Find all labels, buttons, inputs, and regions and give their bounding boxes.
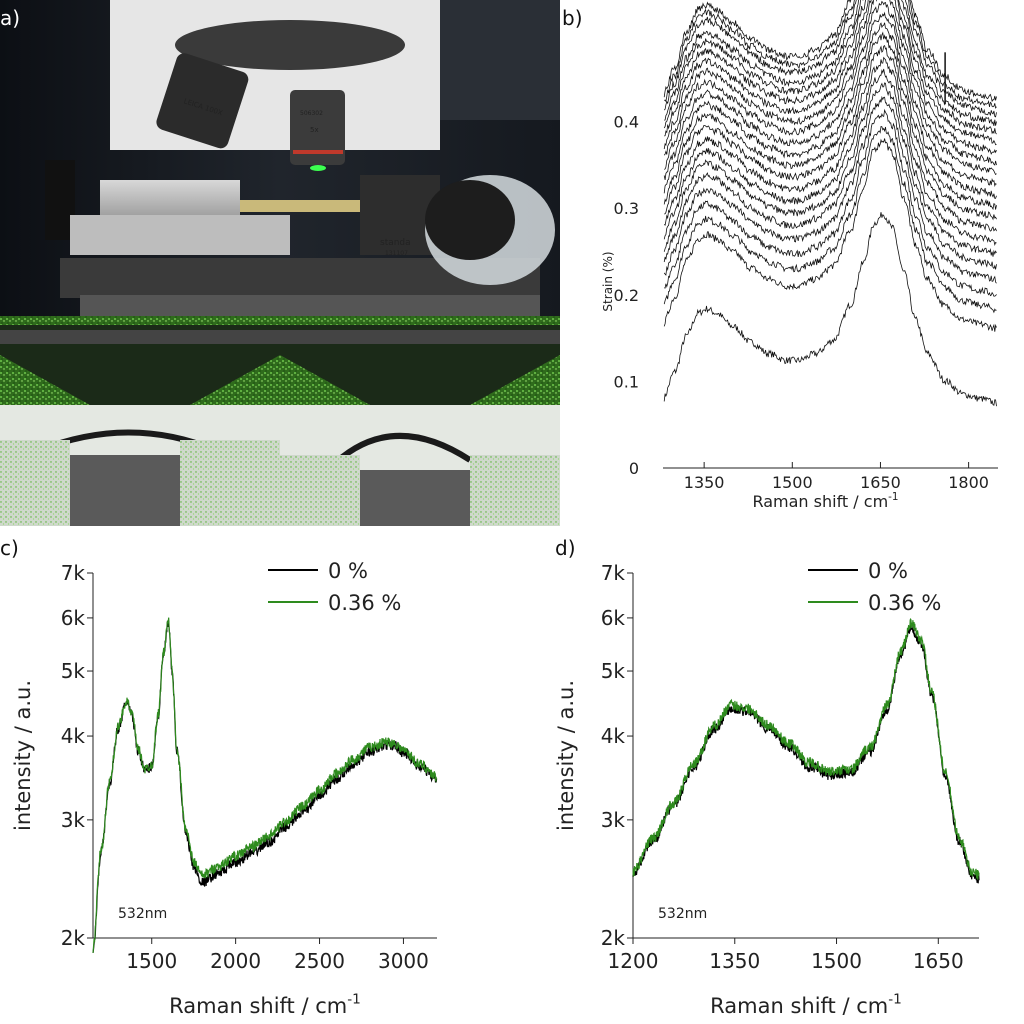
objective-5x-code-text: 506302 bbox=[300, 110, 323, 117]
spectrum-line bbox=[663, 56, 997, 246]
chart-d-zoom-spectrum: 2k 3k 4k 5k 6k 7k 1200 1350 1500 1650 intensity / … bbox=[554, 559, 980, 1018]
y-tick-label: 0 bbox=[629, 459, 639, 478]
spectrum-line bbox=[663, 212, 997, 407]
y-axis-label: intensity / a.u. bbox=[11, 680, 35, 831]
spectrum-line bbox=[663, 0, 997, 118]
x-tick-label: 2500 bbox=[294, 949, 345, 973]
x-axis-label: Raman shift / cm-1 bbox=[752, 491, 898, 511]
y-tick-label: 0.4 bbox=[614, 113, 639, 132]
y-tick-label: 2k bbox=[601, 926, 626, 950]
y-axis-label: intensity / a.u. bbox=[554, 680, 578, 831]
y-tick-label: 2k bbox=[61, 926, 86, 950]
x-tick-label: 1350 bbox=[709, 949, 760, 973]
x-tick-label: 1350 bbox=[684, 473, 725, 492]
x-axis-label: Raman shift / cm-1 bbox=[169, 992, 361, 1018]
spectrum-line bbox=[663, 82, 997, 270]
annotation-text: 532nm bbox=[118, 906, 167, 922]
spectrum-line bbox=[663, 0, 997, 155]
spectrum-line bbox=[663, 95, 997, 284]
spectrum-line bbox=[664, 0, 997, 109]
spectrum-line bbox=[664, 0, 997, 176]
panel-label-b: b) bbox=[562, 6, 583, 30]
x-tick-label: 1500 bbox=[811, 949, 862, 973]
y-tick-label: 0.3 bbox=[614, 199, 639, 218]
spectrum-line bbox=[664, 108, 997, 297]
y-tick-label: 7k bbox=[601, 561, 626, 585]
x-tick-label: 3000 bbox=[378, 949, 429, 973]
y-tick-label: 7k bbox=[61, 561, 86, 585]
chart-c-full-spectrum: 2k 3k 4k 5k 6k 7k 1500 2000 2500 3000 intensity / … bbox=[11, 559, 438, 1018]
x-tick-label: 1500 bbox=[126, 949, 177, 973]
photo-panel-a: LEICA 100X 506302 5x standa 131107 bbox=[0, 0, 560, 526]
y-tick-label: 4k bbox=[61, 724, 86, 748]
y-tick-label: 4k bbox=[601, 724, 626, 748]
x-tick-label: 1800 bbox=[948, 473, 989, 492]
y-tick-label: 0.1 bbox=[614, 372, 639, 391]
spectrum-line bbox=[663, 138, 997, 332]
x-tick-label: 1500 bbox=[772, 473, 813, 492]
y-tick-label: 3k bbox=[61, 808, 86, 832]
legend-label: 0 % bbox=[868, 559, 908, 583]
legend-label: 0.36 % bbox=[868, 591, 941, 615]
microscope-photo: LEICA 100X 506302 5x standa 131107 bbox=[0, 0, 560, 526]
legend-label: 0.36 % bbox=[328, 591, 401, 615]
chart-b-strain-spectra: 1350 1500 1650 1800 0 0.1 0.2 0.3 0.4 Strain (%) R… bbox=[601, 0, 998, 511]
spectrum-line bbox=[664, 0, 997, 126]
series-line bbox=[92, 619, 438, 953]
y-tick-label: 5k bbox=[601, 659, 626, 683]
spectrum-line bbox=[663, 0, 997, 166]
x-tick-label: 1650 bbox=[913, 949, 964, 973]
spectrum-line bbox=[663, 0, 997, 103]
panel-label-d: d) bbox=[555, 536, 576, 560]
annotation-text: 532nm bbox=[658, 906, 707, 922]
series-line bbox=[632, 617, 980, 880]
y-tick-label: 5k bbox=[61, 659, 86, 683]
panel-label-c: c) bbox=[0, 536, 19, 560]
series-line bbox=[92, 617, 437, 953]
y-tick-label: 6k bbox=[61, 606, 86, 630]
y-tick-label: 0.2 bbox=[614, 286, 639, 305]
x-tick-label: 2000 bbox=[210, 949, 261, 973]
objective-5x-text: 5x bbox=[310, 126, 319, 134]
y-tick-label: 6k bbox=[601, 606, 626, 630]
y-axis-label: Strain (%) bbox=[601, 251, 615, 311]
spectrum-line bbox=[663, 22, 997, 211]
panel-label-a: a) bbox=[0, 6, 21, 30]
series-line bbox=[632, 622, 980, 884]
x-tick-label: 1200 bbox=[608, 949, 659, 973]
legend-label: 0 % bbox=[328, 559, 368, 583]
spectrum-line bbox=[663, 0, 997, 188]
stage-brand-text: standa bbox=[380, 238, 411, 248]
spectrum-line bbox=[664, 0, 997, 146]
spectrum-line bbox=[663, 45, 997, 232]
stage-serial-text: 131107 bbox=[385, 250, 408, 257]
spectrum-line bbox=[664, 31, 997, 221]
x-axis-label: Raman shift / cm-1 bbox=[710, 992, 902, 1018]
spectrum-line bbox=[663, 126, 997, 314]
spectrum-line bbox=[663, 68, 997, 257]
spectrum-line bbox=[663, 0, 997, 135]
x-tick-label: 1650 bbox=[860, 473, 901, 492]
y-tick-label: 3k bbox=[601, 808, 626, 832]
spectrum-line bbox=[663, 11, 997, 199]
